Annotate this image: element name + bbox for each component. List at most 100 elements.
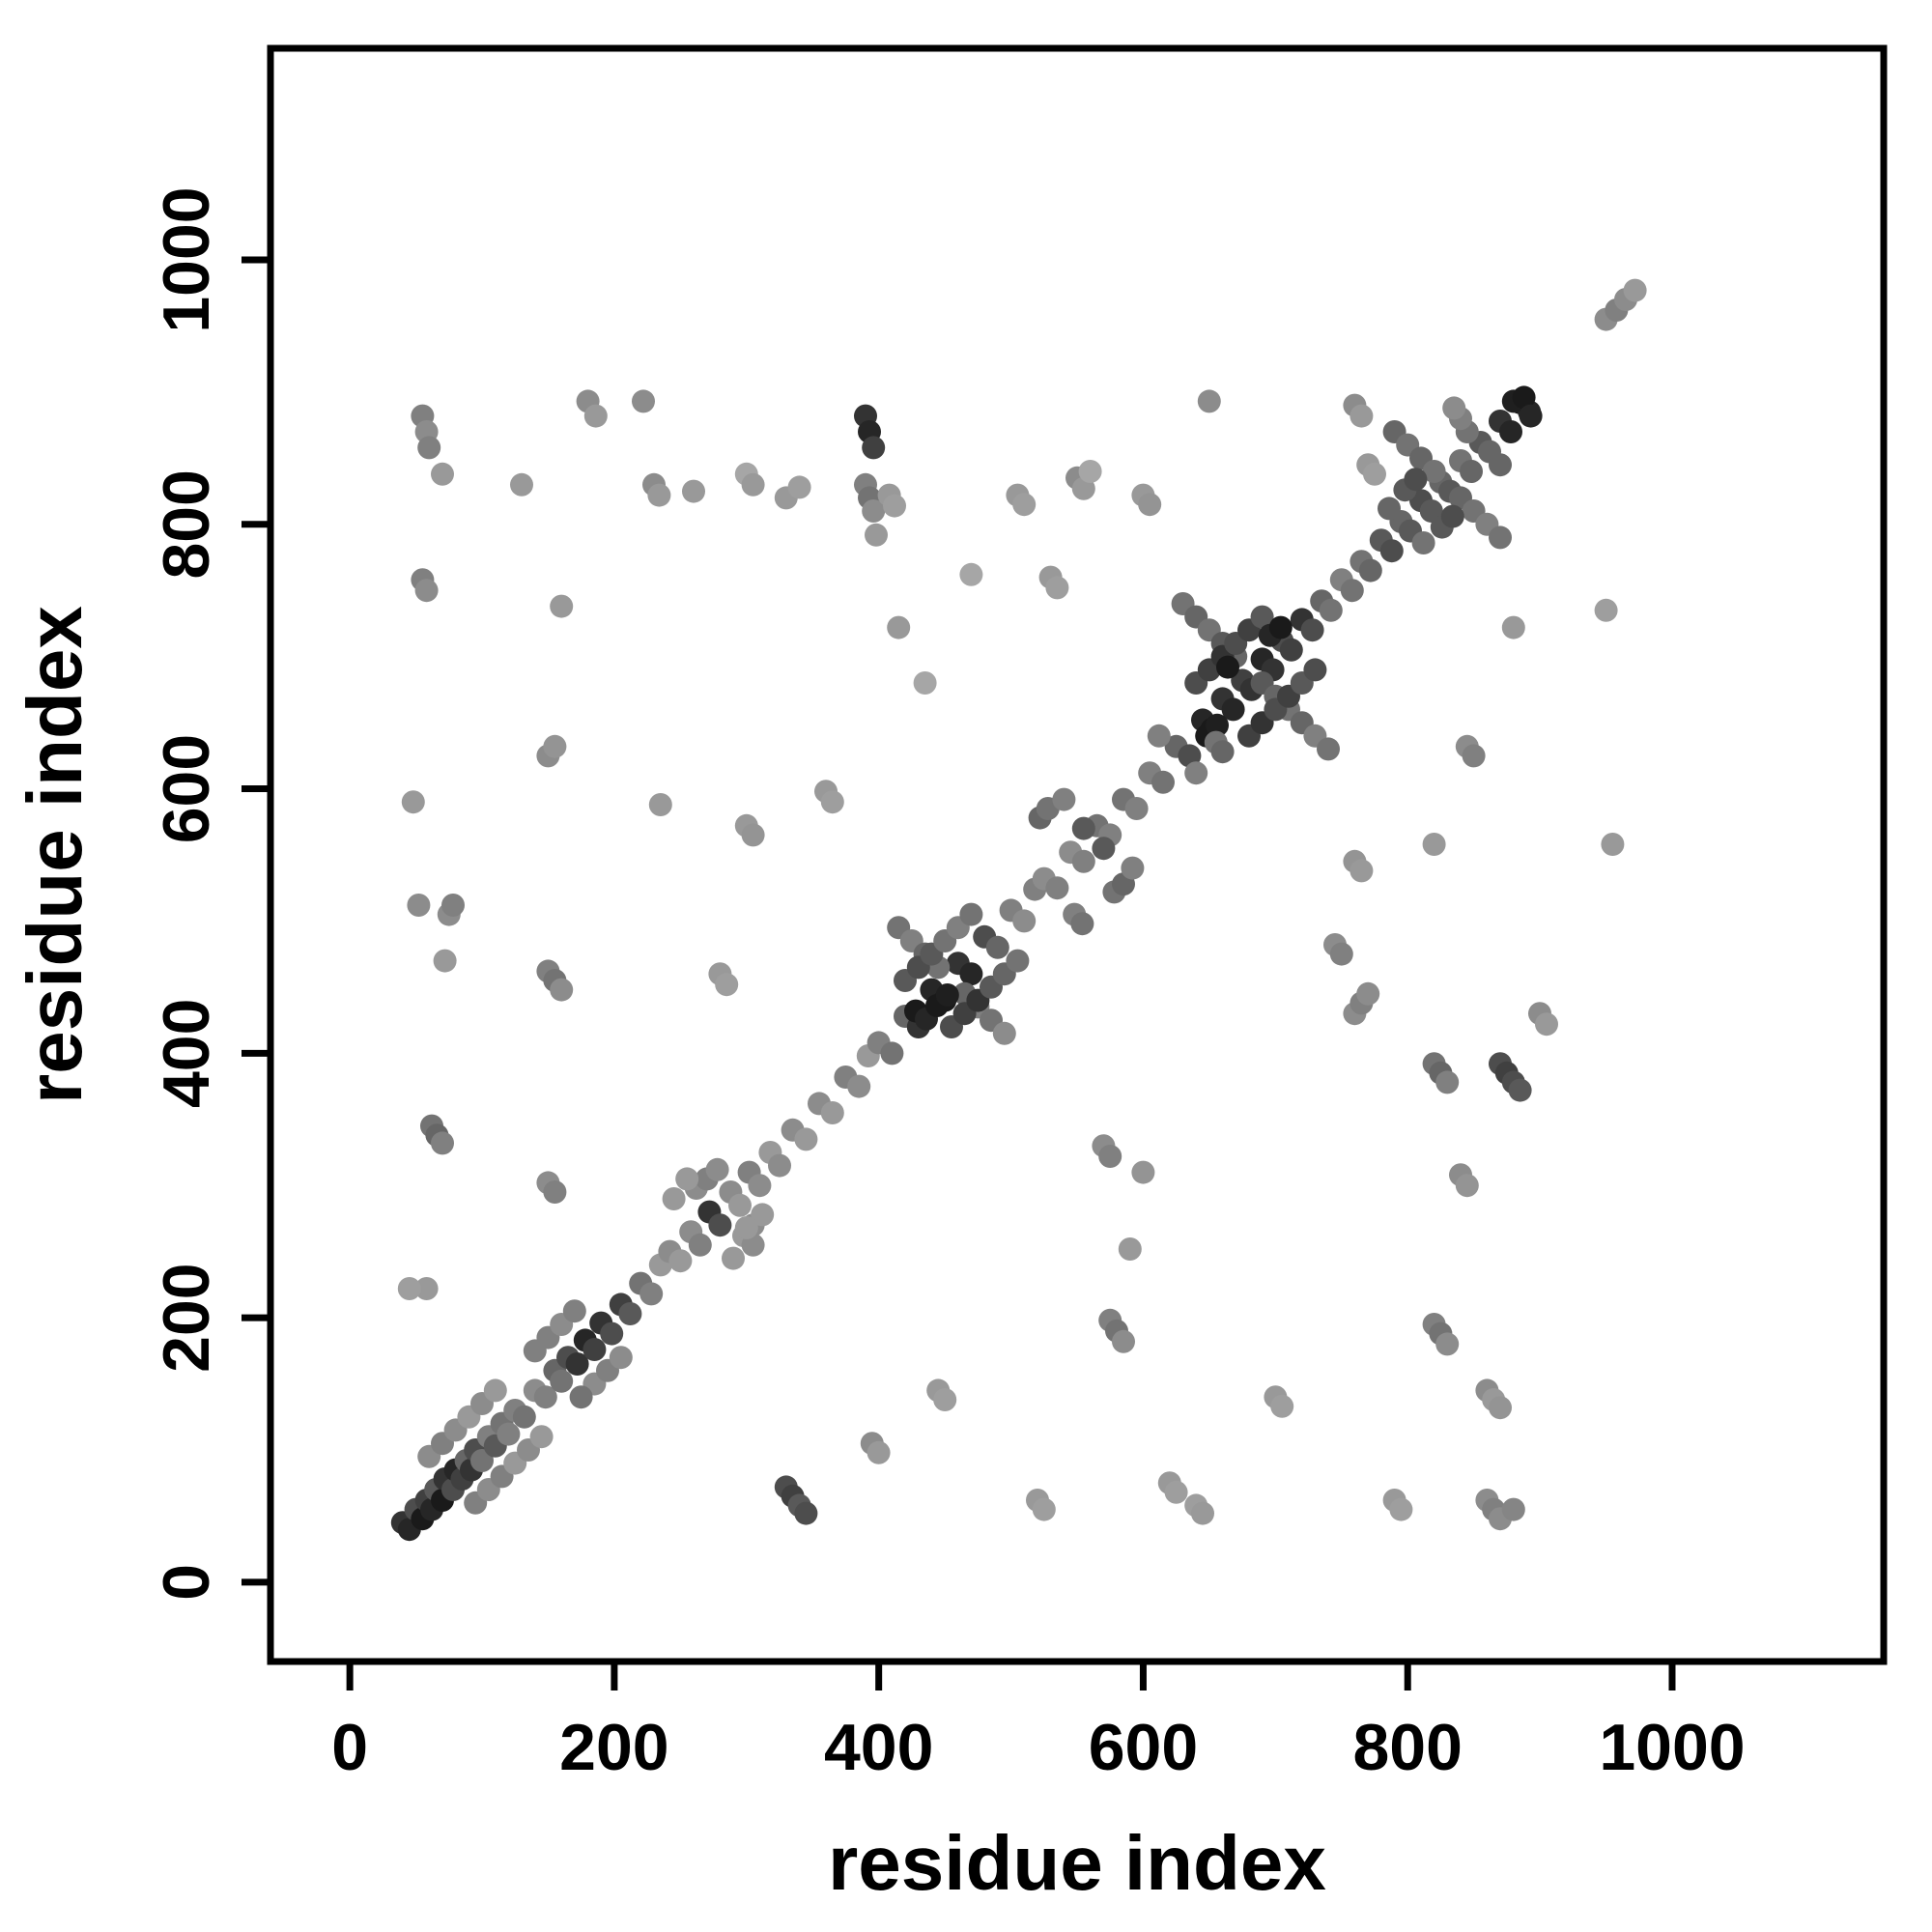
y-tick-label: 800 [150,469,223,579]
data-point [1378,497,1401,521]
data-point [1462,744,1486,768]
data-point [715,973,739,997]
data-point [820,1101,844,1124]
data-point [1052,787,1076,811]
x-tick-label: 1000 [1599,1711,1745,1784]
data-point [880,1041,904,1065]
data-point [1508,1078,1532,1102]
data-point [741,823,765,847]
y-tick-label: 600 [150,734,223,843]
x-tick-label: 0 [331,1711,368,1784]
data-point [959,562,983,586]
data-point [1411,531,1435,554]
data-point [1460,460,1483,483]
data-point [562,1299,586,1323]
data-point [862,436,886,460]
data-point [992,1021,1016,1045]
data-point [1300,618,1324,642]
data-point [529,1425,554,1449]
data-point [1594,598,1618,622]
data-point [1329,942,1353,966]
data-point [1489,453,1512,477]
data-point [734,1216,758,1239]
data-point [1350,859,1374,883]
data-point [1303,658,1327,682]
y-tick-label: 0 [150,1564,223,1601]
data-point [820,790,844,814]
data-point [1071,849,1095,873]
data-point [569,1385,593,1409]
data-point [748,1174,772,1198]
data-point [1440,504,1464,528]
data-point [1147,724,1171,748]
x-tick-label: 400 [824,1711,933,1784]
data-point [1379,539,1404,563]
data-point [883,494,906,518]
data-point [1071,816,1095,840]
data-point [1363,462,1386,486]
data-point [523,1339,547,1363]
data-point [1317,737,1340,761]
data-point [1131,1160,1155,1184]
data-point [414,579,439,603]
data-point [1279,638,1303,662]
data-point [1501,615,1525,639]
x-tick-label: 200 [559,1711,668,1784]
data-point [1012,493,1037,517]
data-point [1512,385,1536,410]
data-point [935,983,959,1007]
data-point [1045,876,1069,900]
data-point [433,949,457,973]
data-point [1442,396,1466,420]
data-point [1184,761,1208,785]
data-point [1350,404,1374,428]
data-point [1216,655,1239,679]
data-point [682,479,705,503]
data-point [1197,389,1221,413]
data-point [414,1277,439,1300]
data-point [609,1346,633,1370]
data-point [1435,1332,1460,1356]
data-point [565,1352,589,1376]
data-point [959,902,983,926]
data-point [1078,460,1102,483]
data-point [1358,558,1382,582]
data-point [1070,912,1094,936]
data-point [862,499,886,523]
data-point [933,1388,957,1411]
data-point [1098,1145,1122,1168]
data-point [510,472,533,497]
data-point [1138,493,1162,517]
data-point [705,1157,729,1181]
data-point [550,594,574,618]
data-point [959,962,983,986]
data-point [583,404,608,428]
data-point [668,1249,693,1273]
data-point [728,1193,752,1217]
data-point [1045,576,1069,600]
data-point [401,790,425,814]
x-tick-label: 600 [1089,1711,1198,1784]
data-point [470,1449,494,1472]
data-point [913,671,937,695]
data-point [1340,579,1364,603]
data-point [417,436,441,460]
data-point [1151,770,1175,794]
data-point [533,1385,557,1409]
data-point [1623,278,1647,302]
data-point [768,1153,791,1178]
data-point [1389,1497,1413,1521]
data-point [1601,833,1625,856]
data-point [794,1127,818,1151]
data-point [497,1422,521,1446]
data-point [688,1233,712,1257]
data-point [1455,1174,1479,1198]
data-point [787,475,811,499]
data-point [1404,468,1428,492]
data-point [722,1246,745,1270]
data-point [639,1282,664,1306]
y-tick-label: 200 [150,1263,223,1372]
data-point [1422,460,1446,483]
data-point [985,935,1009,959]
data-point [618,1302,642,1325]
